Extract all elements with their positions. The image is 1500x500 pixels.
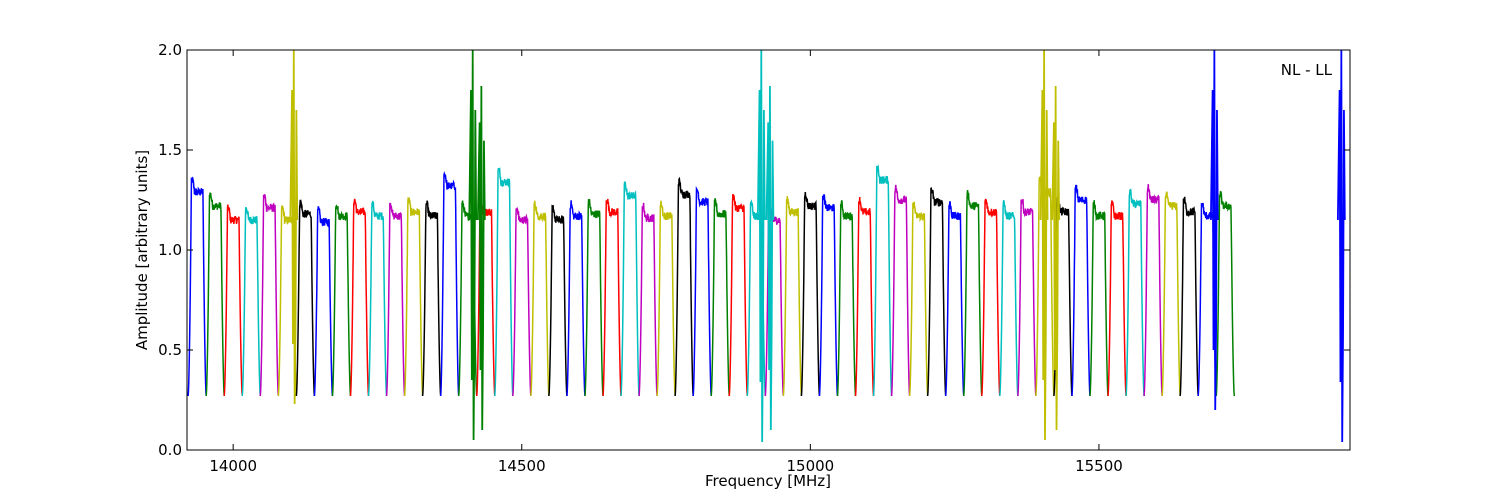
band-series-9 (349, 198, 370, 397)
rfi-spike-0 (289, 50, 299, 405)
band-series-40 (908, 201, 929, 397)
y-tick-label-3: 1.5 (158, 141, 182, 159)
rfi-spike-5 (1039, 50, 1049, 441)
band-series-35 (818, 194, 839, 397)
band-series-37 (854, 197, 875, 397)
band-series-8 (331, 204, 352, 397)
rfi-spike-8 (1336, 50, 1346, 443)
band-series-1 (205, 192, 225, 397)
band-series-48 (1053, 196, 1073, 397)
band-series-39 (890, 184, 911, 397)
band-series-55 (1179, 196, 1199, 397)
band-series-41 (926, 187, 947, 397)
band-series-10 (367, 200, 388, 397)
band-series-17 (494, 167, 514, 397)
band-series-12 (403, 197, 424, 397)
rfi-spike-1 (468, 50, 478, 441)
band-series-44 (981, 198, 1001, 397)
band-series-46 (1017, 199, 1037, 397)
x-axis-label: Frequency [MHz] (705, 472, 831, 490)
band-series-33 (782, 196, 803, 397)
band-series-18 (512, 206, 532, 397)
x-tick-label-3: 15500 (1075, 457, 1123, 475)
x-tick-label-1: 14500 (498, 457, 546, 475)
band-series-24 (620, 181, 640, 397)
band-series-19 (530, 200, 550, 397)
band-series-7 (313, 206, 334, 397)
rfi-spike-4 (765, 85, 775, 431)
band-series-0 (187, 176, 207, 397)
annotation-label: NL - LL (1281, 61, 1333, 79)
band-series-20 (548, 204, 568, 397)
y-tick-label-0: 0.0 (158, 441, 182, 459)
band-series-14 (439, 170, 460, 397)
rfi-spike-2 (476, 85, 486, 431)
rfi-spike-7 (1210, 50, 1219, 411)
band-series-42 (944, 201, 965, 397)
band-series-6 (295, 199, 316, 397)
series-layer (187, 50, 1346, 443)
band-series-22 (584, 198, 604, 397)
y-axis-label: Amplitude [arbitrary units] (133, 150, 151, 350)
band-series-54 (1161, 191, 1181, 397)
x-tick-label-2: 15000 (786, 457, 834, 475)
band-series-53 (1143, 184, 1163, 397)
band-series-43 (962, 190, 983, 397)
band-series-57 (1215, 190, 1236, 397)
band-series-11 (385, 202, 406, 397)
band-series-50 (1089, 200, 1109, 397)
band-series-51 (1107, 200, 1127, 397)
y-tick-label-1: 0.5 (158, 341, 182, 359)
band-series-23 (602, 198, 622, 397)
ticks-layer: 14000 14500 15000 15500 0.0 0.5 1.0 1.5 2.0 (158, 41, 1350, 475)
x-tick-label-0: 14000 (209, 457, 257, 475)
y-tick-label-4: 2.0 (158, 41, 182, 59)
band-series-30 (728, 193, 749, 397)
band-series-25 (638, 202, 658, 397)
band-series-28 (692, 185, 712, 397)
band-series-27 (674, 176, 694, 397)
band-series-2 (223, 204, 244, 397)
rfi-spike-6 (1051, 85, 1061, 431)
y-tick-label-2: 1.0 (158, 241, 182, 259)
rfi-spike-3 (756, 50, 766, 443)
band-series-52 (1125, 188, 1145, 397)
band-series-3 (241, 207, 262, 397)
band-series-21 (566, 200, 586, 397)
band-series-45 (999, 200, 1019, 397)
band-series-26 (656, 200, 676, 397)
band-series-13 (421, 200, 442, 397)
band-series-34 (800, 192, 821, 397)
band-series-4 (259, 194, 280, 397)
band-series-36 (836, 200, 857, 397)
band-series-49 (1071, 184, 1091, 397)
band-series-29 (710, 198, 730, 397)
band-series-38 (872, 164, 893, 397)
